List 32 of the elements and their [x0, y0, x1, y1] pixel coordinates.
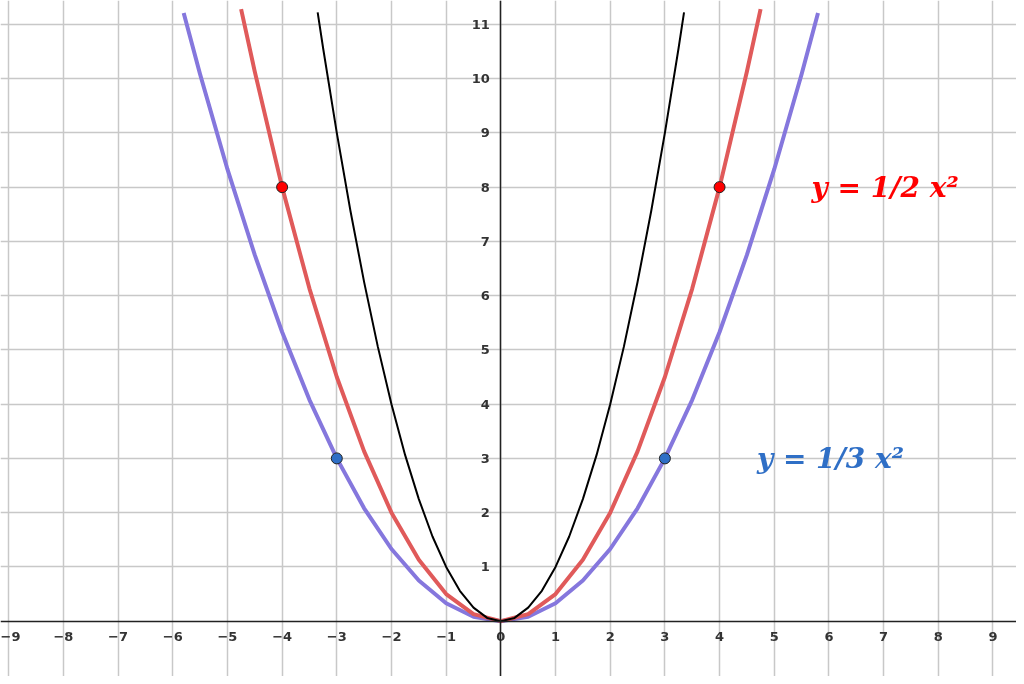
y-tick-label: 7: [480, 233, 490, 249]
x-tick-label: 4: [715, 629, 725, 645]
x-tick-label: 1: [551, 629, 561, 645]
y-tick-label: 9: [480, 125, 490, 141]
y-tick-label: 11: [471, 16, 490, 32]
x-tick-label: −7: [108, 629, 129, 645]
x-tick-label: −3: [326, 629, 347, 645]
x-tick-label: 8: [933, 629, 943, 645]
x-tick-label: 6: [824, 629, 834, 645]
x-tick-label: −4: [272, 629, 293, 645]
x-tick-label: 5: [769, 629, 779, 645]
x-tick-label: 9: [988, 629, 998, 645]
x-tick-label: −6: [162, 629, 183, 645]
x-tick-label: 2: [605, 629, 615, 645]
y-tick-label: 4: [480, 396, 490, 412]
x-tick-label: −8: [53, 629, 74, 645]
y-tick-label: 1: [480, 559, 490, 575]
y-tick-label: 2: [480, 505, 490, 521]
x-tick-label: 7: [879, 629, 889, 645]
x-tick-label: −1: [436, 629, 457, 645]
y-tick-label: 5: [480, 342, 490, 358]
y-tick-label: 10: [471, 71, 490, 87]
text: y = 1/3 x²: [755, 441, 905, 475]
line-series: [316, 11, 686, 623]
x-tick-label: 3: [660, 629, 670, 645]
x-tick-label: −2: [381, 629, 402, 645]
y-tick-label: 3: [480, 450, 490, 466]
x-tick-label: −9: [0, 629, 21, 645]
text: y = 1/2 x²: [810, 170, 959, 204]
y-tick-label: 6: [480, 288, 490, 304]
x-tick-label: −5: [217, 629, 238, 645]
y-tick-label: 8: [480, 179, 490, 195]
